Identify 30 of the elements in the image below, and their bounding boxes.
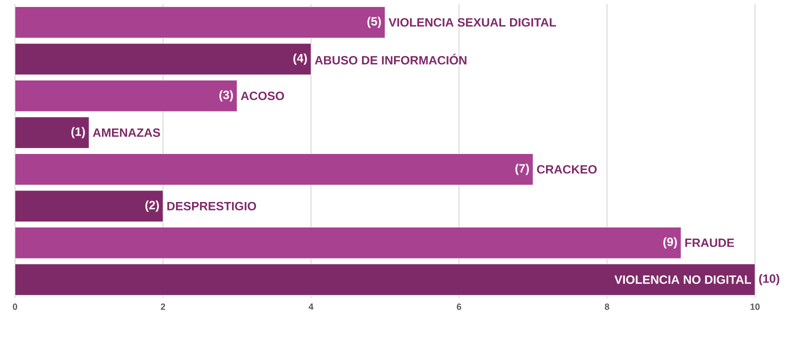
data-label: (4) <box>293 54 307 65</box>
bar <box>14 43 312 75</box>
y-tick-label: ACOSO <box>240 92 284 100</box>
y-tick-label: VIOLENCIA SEXUAL DIGITAL <box>388 18 556 27</box>
bar <box>14 264 756 296</box>
y-tick-label: VIOLENCIA NO DIGITAL <box>614 275 752 284</box>
x-tick-label: 4 <box>308 304 314 310</box>
data-label: (7) <box>515 164 529 175</box>
x-tick-label: 2 <box>160 304 166 310</box>
y-tick-label: DESPRESTIGIO <box>167 202 256 210</box>
x-tick-label: 0 <box>12 304 18 310</box>
bar <box>14 227 682 259</box>
y-tick-label: ABUSO DE INFORMACIÓN <box>314 54 466 64</box>
y-tick-label: AMENAZAS <box>92 128 160 137</box>
x-tick-label: 8 <box>604 304 610 310</box>
bar <box>14 6 386 38</box>
bar <box>14 154 534 186</box>
data-label: (2) <box>145 200 159 212</box>
bar <box>14 80 238 112</box>
data-label: (1) <box>71 127 85 138</box>
bar <box>14 190 164 222</box>
data-label: (5) <box>367 16 381 28</box>
data-label: (9) <box>663 237 677 248</box>
data-label: (10) <box>759 274 780 286</box>
bar <box>14 116 90 148</box>
y-tick-label: CRACKEO <box>537 165 597 174</box>
y-tick-label: FRAUDE <box>685 238 734 248</box>
x-tick-label: 10 <box>750 304 760 310</box>
data-label: (3) <box>219 90 233 102</box>
x-tick-label: 6 <box>456 304 462 310</box>
